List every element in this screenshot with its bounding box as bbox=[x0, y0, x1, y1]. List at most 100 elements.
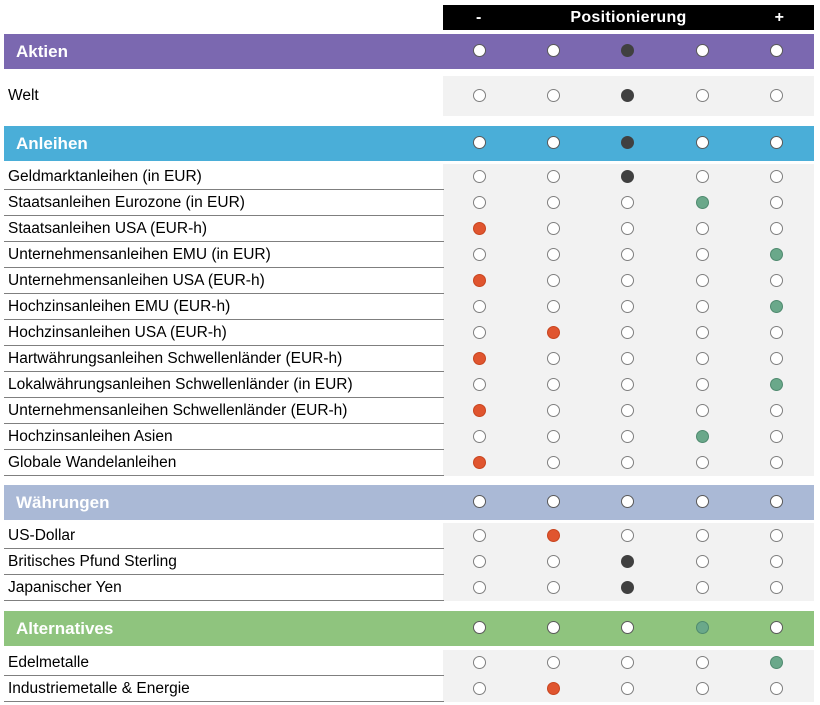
rating-dot-4 bbox=[696, 89, 709, 102]
row-divider bbox=[4, 319, 444, 320]
row-divider bbox=[4, 345, 444, 346]
asset-label: Unternehmensanleihen Schwellenländer (EU… bbox=[8, 402, 348, 419]
rating-dot-5 bbox=[770, 529, 783, 542]
rating-dot-2 bbox=[547, 404, 560, 417]
category-waehrungen: Währungen bbox=[4, 485, 814, 520]
rating-dot-4 bbox=[696, 196, 709, 209]
rating-dot-5 bbox=[770, 352, 783, 365]
rating-dot-3 bbox=[621, 352, 634, 365]
rating-dot-3 bbox=[621, 222, 634, 235]
asset-row: Hochzinsanleihen Asien bbox=[4, 424, 814, 450]
category-dot-anleihen-5 bbox=[770, 136, 783, 149]
category-label: Aktien bbox=[16, 42, 68, 61]
asset-row: Unternehmensanleihen USA (EUR-h) bbox=[4, 268, 814, 294]
asset-row: Unternehmensanleihen EMU (in EUR) bbox=[4, 242, 814, 268]
asset-label: Hochzinsanleihen Asien bbox=[8, 428, 173, 445]
asset-row: Staatsanleihen USA (EUR-h) bbox=[4, 216, 814, 242]
row-divider bbox=[4, 423, 444, 424]
rating-dot-3 bbox=[621, 430, 634, 443]
category-dot-alternatives-5 bbox=[770, 621, 783, 634]
rating-dot-1 bbox=[473, 274, 486, 287]
asset-label: Japanischer Yen bbox=[8, 579, 122, 596]
asset-label: Hartwährungsanleihen Schwellenländer (EU… bbox=[8, 350, 343, 367]
row-divider bbox=[4, 241, 444, 242]
row-divider bbox=[4, 449, 444, 450]
category-dot-alternatives-1 bbox=[473, 621, 486, 634]
category-dot-aktien-2 bbox=[547, 44, 560, 57]
rating-dot-5 bbox=[770, 555, 783, 568]
category-dot-alternatives-2 bbox=[547, 621, 560, 634]
rating-dot-4 bbox=[696, 248, 709, 261]
rating-dot-2 bbox=[547, 378, 560, 391]
rating-dot-4 bbox=[696, 656, 709, 669]
rating-dot-2 bbox=[547, 196, 560, 209]
rating-dot-2 bbox=[547, 352, 560, 365]
rating-dot-3 bbox=[621, 404, 634, 417]
category-dot-waehrungen-4 bbox=[696, 495, 709, 508]
asset-label: Unternehmensanleihen EMU (in EUR) bbox=[8, 246, 271, 263]
category-label: Alternatives bbox=[16, 619, 114, 638]
rating-dot-2 bbox=[547, 529, 560, 542]
category-dot-aktien-3 bbox=[621, 44, 634, 57]
rating-dot-3 bbox=[621, 581, 634, 594]
category-alternatives: Alternatives bbox=[4, 611, 814, 646]
category-dot-aktien-5 bbox=[770, 44, 783, 57]
rating-dot-5 bbox=[770, 248, 783, 261]
rating-dot-5 bbox=[770, 581, 783, 594]
rating-dot-5 bbox=[770, 196, 783, 209]
rating-dot-3 bbox=[621, 656, 634, 669]
rating-dot-5 bbox=[770, 300, 783, 313]
rating-dot-5 bbox=[770, 222, 783, 235]
rating-dot-5 bbox=[770, 89, 783, 102]
asset-row: Japanischer Yen bbox=[4, 575, 814, 601]
rating-dot-4 bbox=[696, 222, 709, 235]
rating-dot-1 bbox=[473, 378, 486, 391]
rating-dot-1 bbox=[473, 581, 486, 594]
asset-label: Staatsanleihen USA (EUR-h) bbox=[8, 220, 208, 237]
rating-dot-1 bbox=[473, 656, 486, 669]
rating-dot-4 bbox=[696, 404, 709, 417]
row-divider bbox=[4, 475, 444, 476]
category-label: Anleihen bbox=[16, 134, 88, 153]
row-divider bbox=[4, 215, 444, 216]
rating-dot-4 bbox=[696, 430, 709, 443]
asset-row: Lokalwährungsanleihen Schwellenländer (i… bbox=[4, 372, 814, 398]
row-divider bbox=[4, 293, 444, 294]
category-anleihen: Anleihen bbox=[4, 126, 814, 161]
row-divider bbox=[4, 371, 444, 372]
category-aktien: Aktien bbox=[4, 34, 814, 69]
rating-dot-1 bbox=[473, 89, 486, 102]
rating-dot-4 bbox=[696, 378, 709, 391]
asset-label: Edelmetalle bbox=[8, 654, 89, 671]
rating-dot-1 bbox=[473, 326, 486, 339]
rating-dot-4 bbox=[696, 581, 709, 594]
rating-dot-3 bbox=[621, 682, 634, 695]
rating-dot-5 bbox=[770, 404, 783, 417]
rating-dot-1 bbox=[473, 555, 486, 568]
asset-label: Staatsanleihen Eurozone (in EUR) bbox=[8, 194, 245, 211]
rating-dot-5 bbox=[770, 326, 783, 339]
asset-row: Hochzinsanleihen USA (EUR-h) bbox=[4, 320, 814, 346]
rating-dot-2 bbox=[547, 456, 560, 469]
rating-dot-3 bbox=[621, 326, 634, 339]
header-title: Positionierung bbox=[570, 9, 687, 26]
asset-row: Geldmarktanleihen (in EUR) bbox=[4, 164, 814, 190]
rating-dot-4 bbox=[696, 456, 709, 469]
rating-dot-4 bbox=[696, 529, 709, 542]
row-divider bbox=[4, 574, 444, 575]
rating-dot-4 bbox=[696, 555, 709, 568]
rating-dot-3 bbox=[621, 248, 634, 261]
rating-dot-4 bbox=[696, 352, 709, 365]
positioning-header: - Positionierung + bbox=[443, 5, 814, 30]
asset-row: Hartwährungsanleihen Schwellenländer (EU… bbox=[4, 346, 814, 372]
rating-dot-1 bbox=[473, 404, 486, 417]
rating-dot-2 bbox=[547, 170, 560, 183]
rating-dot-1 bbox=[473, 682, 486, 695]
header-plus: + bbox=[774, 9, 784, 26]
category-dot-alternatives-4 bbox=[696, 621, 709, 634]
header-minus: - bbox=[476, 9, 482, 26]
rating-dot-2 bbox=[547, 430, 560, 443]
rating-dot-5 bbox=[770, 274, 783, 287]
rating-dot-1 bbox=[473, 529, 486, 542]
asset-row: Globale Wandelanleihen bbox=[4, 450, 814, 476]
